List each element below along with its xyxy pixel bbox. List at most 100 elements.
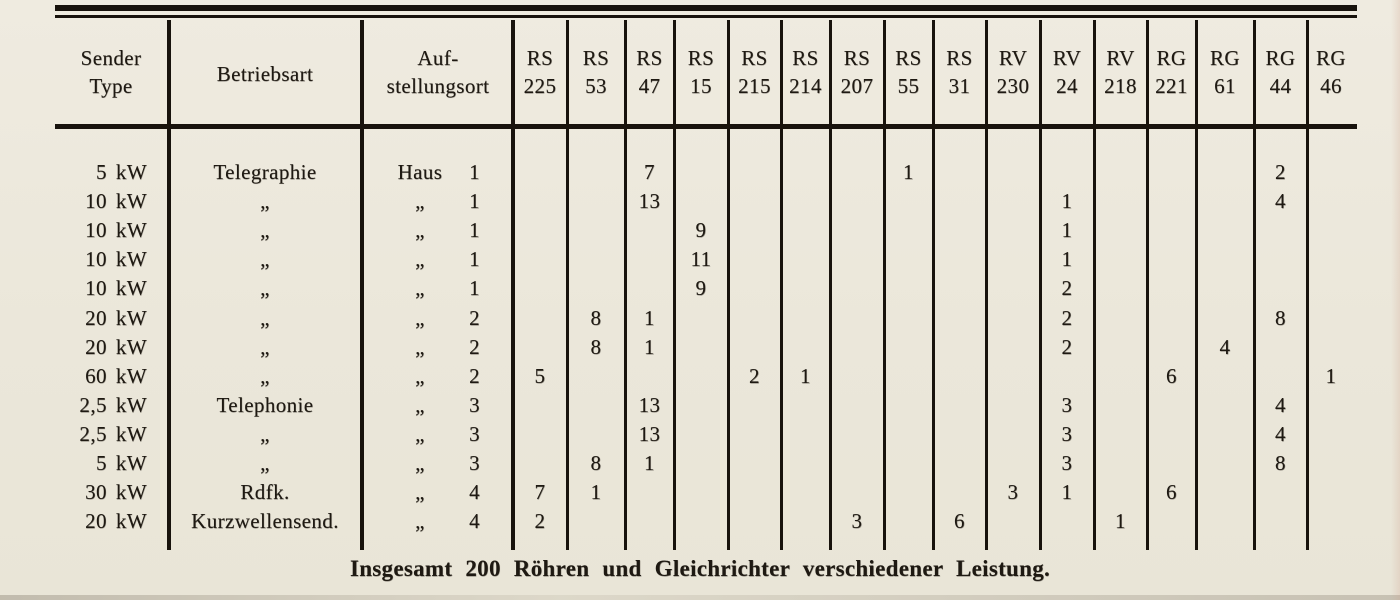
column-divider bbox=[167, 20, 171, 550]
ort-place-label: „ bbox=[415, 335, 425, 359]
ort-house-number: 2 bbox=[469, 306, 480, 330]
tube-count-cell: 1 bbox=[1325, 364, 1337, 388]
ort-house-number: 1 bbox=[469, 247, 480, 271]
betriebsart-cell: Kurzwellensend. bbox=[191, 509, 339, 533]
sender-type-cell: 20 kW bbox=[55, 304, 147, 332]
column-divider bbox=[1195, 20, 1198, 550]
sender-power-value: 10 bbox=[85, 247, 107, 271]
tube-series-label: RS bbox=[741, 46, 768, 70]
tube-number-label: 44 bbox=[1269, 74, 1292, 98]
sender-power-unit: kW bbox=[115, 393, 147, 417]
tube-count-cell: 1 bbox=[1061, 247, 1073, 271]
sender-power-value: 5 bbox=[95, 160, 107, 184]
tube-count-cell: 2 bbox=[1275, 160, 1286, 184]
sender-type-cell: 60 kW bbox=[55, 362, 147, 390]
tube-count-cell: 3 bbox=[1061, 451, 1073, 475]
sender-power-unit: kW bbox=[115, 480, 147, 504]
sender-power-unit: kW bbox=[115, 189, 147, 213]
sender-type-cell: 30 kW bbox=[55, 478, 147, 506]
tube-number-label: 207 bbox=[840, 74, 874, 98]
betriebsart-cell: „ bbox=[260, 335, 270, 359]
table-top-rule-thick bbox=[55, 5, 1357, 11]
sender-type-line1: Sender bbox=[80, 46, 142, 70]
tube-count-cell: 3 bbox=[1061, 393, 1073, 417]
column-divider bbox=[1306, 20, 1309, 550]
column-header-rg-61: RG 61 bbox=[1196, 44, 1254, 100]
column-header-sender-type: Sender Type bbox=[55, 44, 167, 100]
betriebsart-cell: „ bbox=[260, 451, 270, 475]
aufstellungsort-cell: „ 1 bbox=[382, 216, 480, 244]
betriebsart-cell: „ bbox=[260, 189, 270, 213]
column-divider bbox=[360, 20, 364, 550]
column-header-rg-46: RG 46 bbox=[1307, 44, 1355, 100]
aufstellungsort-cell: „ 2 bbox=[382, 362, 480, 390]
ort-place-label: „ bbox=[415, 393, 425, 417]
sender-type-cell: 10 kW bbox=[55, 216, 147, 244]
column-header-rv-24: RV 24 bbox=[1040, 44, 1094, 100]
sender-power-value: 2,5 bbox=[79, 422, 107, 446]
tube-count-cell: 6 bbox=[1166, 480, 1177, 504]
ort-place-label: „ bbox=[415, 218, 425, 242]
tube-count-cell: 2 bbox=[534, 509, 546, 533]
tube-count-cell: 13 bbox=[638, 393, 661, 417]
scan-edge-right bbox=[1391, 0, 1400, 600]
column-divider bbox=[1146, 20, 1149, 550]
sender-power-unit: kW bbox=[115, 218, 147, 242]
tube-count-cell: 7 bbox=[534, 480, 546, 504]
tube-count-cell: 8 bbox=[590, 451, 602, 475]
tube-count-cell: 2 bbox=[1061, 276, 1073, 300]
tube-count-cell: 13 bbox=[638, 422, 661, 446]
sender-type-cell: 10 kW bbox=[55, 187, 147, 215]
column-divider bbox=[829, 20, 832, 550]
tube-count-cell: 13 bbox=[638, 189, 661, 213]
tube-series-label: RS bbox=[636, 46, 663, 70]
sender-power-value: 60 bbox=[85, 364, 107, 388]
tube-series-label: RG bbox=[1265, 46, 1296, 70]
sender-power-value: 10 bbox=[85, 218, 107, 242]
tube-count-cell: 4 bbox=[1275, 422, 1286, 446]
tube-number-label: 221 bbox=[1155, 74, 1188, 98]
tube-count-cell: 1 bbox=[1115, 509, 1126, 533]
sender-power-unit: kW bbox=[115, 422, 147, 446]
tube-count-cell: 4 bbox=[1275, 189, 1286, 213]
column-divider bbox=[673, 20, 676, 550]
sender-type-cell: 10 kW bbox=[55, 245, 147, 273]
aufstellungsort-line1: Auf- bbox=[417, 46, 459, 70]
betriebsart-cell: Rdfk. bbox=[240, 480, 290, 504]
ort-house-number: 2 bbox=[469, 364, 480, 388]
column-header-rg-221: RG 221 bbox=[1147, 44, 1196, 100]
tube-number-label: 218 bbox=[1104, 74, 1137, 98]
tube-count-cell: 1 bbox=[1061, 189, 1073, 213]
betriebsart-cell: „ bbox=[260, 218, 270, 242]
sender-type-cell: 5 kW bbox=[55, 158, 147, 186]
ort-house-number: 1 bbox=[469, 218, 480, 242]
sender-type-cell: 10 kW bbox=[55, 274, 147, 302]
column-header-rs-31: RS 31 bbox=[933, 44, 986, 100]
tube-number-label: 24 bbox=[1056, 74, 1078, 98]
sender-power-unit: kW bbox=[115, 335, 147, 359]
sender-power-unit: kW bbox=[115, 451, 147, 475]
tube-count-cell: 3 bbox=[1007, 480, 1019, 504]
tube-count-cell: 5 bbox=[534, 364, 546, 388]
ort-house-number: 1 bbox=[469, 189, 480, 213]
column-divider bbox=[883, 20, 886, 550]
aufstellungsort-cell: „ 3 bbox=[382, 449, 480, 477]
sender-power-unit: kW bbox=[115, 276, 147, 300]
tube-series-label: RS bbox=[526, 46, 554, 70]
sender-power-value: 2,5 bbox=[79, 393, 107, 417]
tube-count-cell: 4 bbox=[1219, 335, 1231, 359]
tube-number-label: 15 bbox=[690, 74, 712, 98]
tube-count-cell: 8 bbox=[590, 335, 602, 359]
sender-type-cell: 20 kW bbox=[55, 507, 147, 535]
tube-count-cell: 11 bbox=[690, 247, 712, 271]
tube-series-label: RG bbox=[1316, 46, 1346, 70]
tube-count-cell: 6 bbox=[1166, 364, 1177, 388]
column-divider bbox=[932, 20, 935, 550]
sender-power-unit: kW bbox=[115, 247, 147, 271]
ort-place-label: „ bbox=[415, 509, 425, 533]
tube-count-cell: 1 bbox=[644, 306, 655, 330]
sender-type-cell: 2,5 kW bbox=[55, 391, 147, 419]
column-divider bbox=[1039, 20, 1042, 550]
tube-number-label: 53 bbox=[585, 74, 607, 98]
tube-number-label: 225 bbox=[523, 74, 557, 98]
